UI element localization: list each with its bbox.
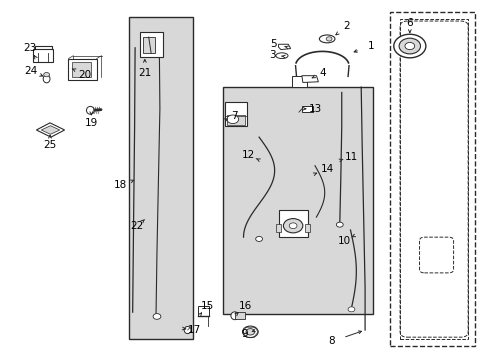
Circle shape: [325, 37, 331, 41]
Text: 7: 7: [231, 111, 238, 121]
Text: 3: 3: [269, 50, 275, 60]
Circle shape: [255, 237, 262, 242]
Bar: [142, 37, 154, 53]
Text: 11: 11: [344, 152, 357, 162]
Text: 24: 24: [24, 66, 37, 76]
Text: 22: 22: [130, 221, 143, 231]
Text: 4: 4: [318, 68, 325, 78]
Ellipse shape: [43, 75, 50, 83]
Text: 6: 6: [406, 18, 412, 28]
Polygon shape: [301, 76, 318, 82]
Polygon shape: [278, 44, 290, 50]
Bar: [276, 224, 281, 232]
Text: 23: 23: [23, 43, 36, 53]
Text: 13: 13: [308, 104, 321, 114]
Circle shape: [404, 42, 414, 50]
Text: 18: 18: [113, 180, 126, 190]
Circle shape: [393, 34, 425, 58]
Bar: [301, 106, 312, 112]
Polygon shape: [36, 123, 64, 137]
Bar: [68, 59, 97, 80]
Bar: [291, 76, 306, 87]
Bar: [224, 102, 246, 126]
Ellipse shape: [230, 312, 238, 320]
Text: 8: 8: [328, 337, 335, 346]
Text: 17: 17: [188, 325, 201, 335]
Text: 12: 12: [241, 150, 255, 160]
Bar: [399, 19, 467, 339]
Ellipse shape: [319, 35, 334, 43]
Text: 21: 21: [138, 68, 151, 78]
Text: 20: 20: [78, 69, 91, 80]
Circle shape: [242, 326, 258, 338]
Circle shape: [283, 219, 302, 233]
Bar: [226, 115, 244, 125]
Text: 1: 1: [367, 41, 373, 51]
Ellipse shape: [86, 107, 94, 114]
Bar: [33, 49, 53, 62]
Bar: [234, 312, 245, 319]
Text: 5: 5: [270, 39, 276, 49]
Text: 25: 25: [43, 140, 57, 150]
Circle shape: [288, 223, 296, 229]
Circle shape: [43, 72, 49, 77]
Text: 10: 10: [337, 236, 350, 246]
Bar: [389, 12, 474, 346]
Bar: [128, 18, 193, 339]
Bar: [140, 32, 163, 57]
Text: 14: 14: [320, 164, 333, 174]
Bar: [222, 87, 372, 314]
Bar: [72, 63, 91, 77]
Text: 16: 16: [238, 301, 252, 311]
Bar: [305, 224, 309, 232]
Circle shape: [398, 38, 420, 54]
Polygon shape: [41, 126, 60, 134]
Ellipse shape: [275, 53, 287, 59]
Text: 19: 19: [84, 118, 98, 128]
Circle shape: [336, 222, 343, 227]
Bar: [278, 210, 307, 237]
Text: 15: 15: [201, 301, 214, 311]
Text: 9: 9: [241, 329, 247, 339]
Bar: [198, 306, 208, 316]
Ellipse shape: [184, 327, 191, 334]
Circle shape: [153, 314, 161, 319]
Circle shape: [245, 329, 254, 335]
Circle shape: [347, 307, 354, 312]
Circle shape: [226, 115, 238, 123]
Text: 2: 2: [343, 21, 349, 31]
